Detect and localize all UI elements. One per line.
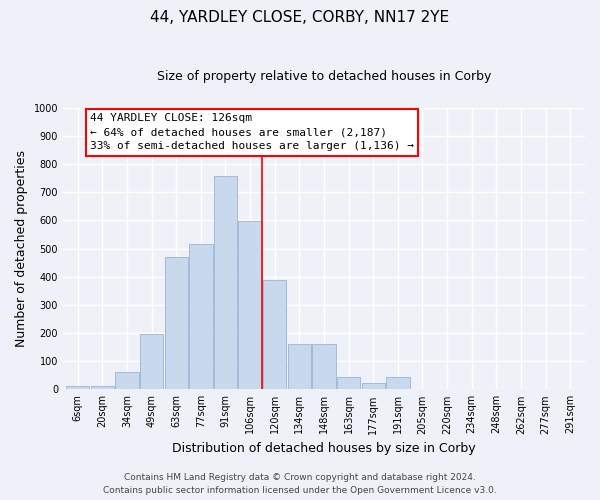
Text: 44, YARDLEY CLOSE, CORBY, NN17 2YE: 44, YARDLEY CLOSE, CORBY, NN17 2YE [151, 10, 449, 25]
Bar [214, 176, 237, 390]
Text: 44 YARDLEY CLOSE: 126sqm
← 64% of detached houses are smaller (2,187)
33% of sem: 44 YARDLEY CLOSE: 126sqm ← 64% of detach… [90, 114, 414, 152]
Bar [386, 378, 410, 390]
Bar [337, 378, 360, 390]
Bar [287, 344, 311, 390]
X-axis label: Distribution of detached houses by size in Corby: Distribution of detached houses by size … [172, 442, 476, 455]
Bar [91, 386, 114, 390]
Y-axis label: Number of detached properties: Number of detached properties [15, 150, 28, 347]
Bar [164, 257, 188, 390]
Bar [238, 221, 262, 390]
Bar [189, 244, 212, 390]
Bar [115, 372, 139, 390]
Bar [66, 386, 89, 390]
Bar [263, 280, 286, 390]
Bar [312, 344, 335, 390]
Bar [140, 334, 163, 390]
Text: Contains HM Land Registry data © Crown copyright and database right 2024.
Contai: Contains HM Land Registry data © Crown c… [103, 474, 497, 495]
Bar [362, 383, 385, 390]
Title: Size of property relative to detached houses in Corby: Size of property relative to detached ho… [157, 70, 491, 83]
